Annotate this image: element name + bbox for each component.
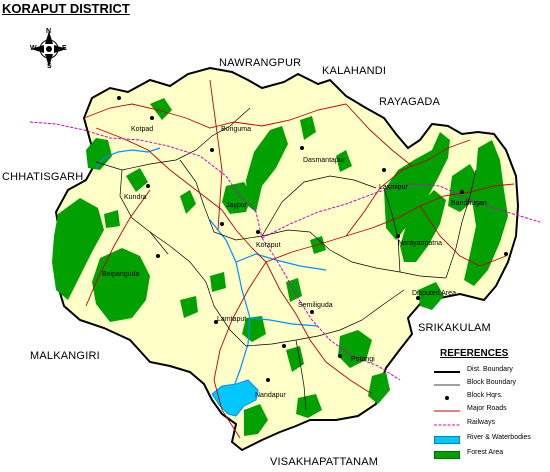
block-lamtaput: Lamtaput (217, 316, 247, 323)
neighbor-rayagada: RAYAGADA (379, 96, 441, 108)
legend-symbol-railways (434, 424, 460, 426)
compass-w: W (30, 45, 37, 52)
compass-e: E (62, 45, 67, 52)
map-title: KORAPUT DISTRICT (2, 1, 130, 16)
legend-label-forest: Forest Area (467, 449, 504, 456)
neighbor-nawrangpur: NAWRANGPUR (219, 57, 302, 69)
legend-label-block-hq: Block Hqrs. (467, 392, 503, 399)
reservoir (211, 379, 259, 417)
forest-areas (52, 98, 508, 436)
block-disputed-area: Disputed Area (412, 290, 456, 297)
legend-symbol-water (434, 436, 460, 444)
railways (29, 121, 541, 381)
block-kotpad: Kotpad (131, 126, 154, 133)
block-nandapur: Nandapur (255, 392, 286, 399)
legend-symbol-block-hq (445, 396, 449, 400)
district-land (52, 66, 520, 452)
block-koraput: Koraput (256, 242, 281, 249)
legend-item-dist-boundary: Dist. Boundary (432, 366, 550, 378)
legend-label-water: River & Waterbodies (467, 434, 531, 441)
compass-rose (31, 31, 67, 67)
major-roads (83, 79, 515, 439)
legend-item-major-roads: Major Roads (432, 405, 550, 417)
legend-symbol-major-roads (434, 410, 460, 412)
legend-label-dist-boundary: Dist. Boundary (467, 366, 513, 373)
neighbor-kalahandi: KALAHANDI (322, 65, 387, 77)
block-bandhugan: Bandhugan (451, 200, 487, 207)
block-dasmantapur: Dasmantapur (303, 157, 346, 164)
block-laxmipur: Laxmipur (379, 184, 408, 191)
block-boipariguda: Boipariguda (102, 271, 140, 278)
block-pottangi: Potangi (351, 356, 375, 363)
legend-label-railways: Railways (467, 419, 496, 426)
block-jaypur: Jaypur (226, 202, 248, 209)
block-semiliguda: Semiliguda (298, 302, 333, 309)
legend-title: REFERENCES (440, 348, 509, 359)
legend: REFERENCES Dist. Boundary Block Boundary… (432, 348, 550, 472)
block-boriguma: Boriguma (221, 126, 251, 133)
neighbor-chhatisgarh: CHHATISGARH (2, 171, 84, 183)
compass-s: S (47, 63, 52, 70)
legend-symbol-forest (434, 451, 460, 459)
legend-item-water: River & Waterbodies (432, 434, 550, 446)
legend-label-major-roads: Major Roads (467, 405, 507, 412)
block-narayanpatna: Narayanpatna (398, 240, 442, 247)
compass-n: N (46, 28, 52, 35)
legend-symbol-block-boundary (434, 384, 460, 386)
legend-symbol-dist-boundary (434, 371, 460, 373)
legend-item-railways: Railways (432, 419, 550, 431)
block-kundra: Kundra (124, 194, 147, 201)
legend-item-block-boundary: Block Boundary (432, 379, 550, 391)
legend-item-block-hq: Block Hqrs. (432, 392, 550, 404)
legend-label-block-boundary: Block Boundary (467, 379, 517, 386)
neighbor-malkangiri: MALKANGIRI (30, 350, 100, 362)
block-boundaries (95, 107, 477, 411)
neighbor-visakhapattanam: VISAKHAPATTANAM (270, 456, 379, 468)
legend-item-forest: Forest Area (432, 449, 550, 461)
block-hq-markers (117, 96, 508, 382)
neighbor-srikakulam: SRIKAKULAM (418, 322, 491, 334)
